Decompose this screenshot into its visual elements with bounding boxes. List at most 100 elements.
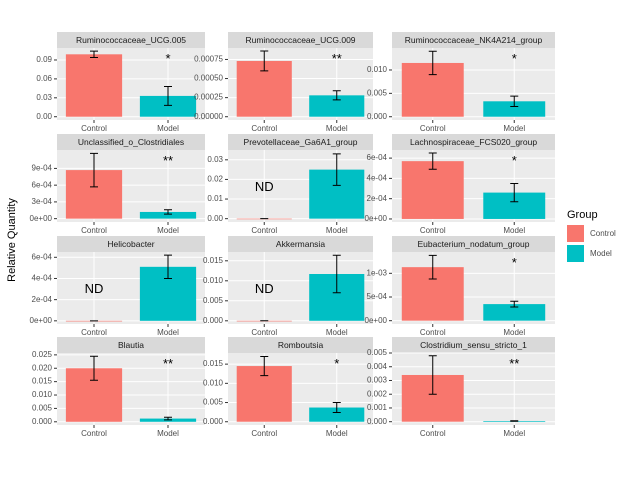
y-tick-label: 0.005	[367, 348, 388, 357]
legend-key	[567, 225, 584, 242]
strip-background	[57, 236, 205, 252]
error-bar	[164, 254, 172, 279]
legend-title: Group	[567, 209, 598, 221]
y-tick-label: 3e-04	[32, 197, 53, 206]
error-bar	[510, 95, 519, 107]
annotation: *	[165, 51, 170, 66]
y-tick-label: 6e-04	[32, 252, 53, 261]
y-tick-label: 0.010	[32, 390, 53, 399]
error-bar	[510, 420, 519, 422]
y-tick-label: 0.09	[36, 55, 52, 64]
strip-background	[392, 337, 555, 353]
x-tick-label: Model	[503, 226, 525, 235]
legend-label: Model	[590, 249, 612, 258]
y-tick-label: 0.005	[367, 88, 388, 97]
strip-background	[392, 236, 555, 252]
y-tick-label: 0e+00	[365, 316, 388, 325]
strip-background	[57, 134, 205, 150]
annotation: *	[512, 51, 517, 66]
panel-title: Unclassified_o_Clostridiales	[78, 137, 184, 147]
error-bar	[510, 182, 519, 203]
x-tick-label: Control	[420, 226, 446, 235]
y-tick-label: 5e-04	[367, 292, 388, 301]
y-tick-label: 0.000	[367, 112, 388, 121]
bar	[483, 304, 546, 321]
x-tick-label: Control	[420, 124, 446, 133]
panel-title: Akkermansia	[276, 239, 325, 249]
error-bar	[90, 152, 98, 188]
error-bar	[164, 416, 172, 421]
panel-title: Ruminococcaceae_NK4A214_group	[405, 35, 543, 45]
x-tick-label: Control	[251, 226, 277, 235]
x-tick-label: Model	[326, 226, 348, 235]
y-tick-label: 4e-04	[32, 274, 53, 283]
x-tick-label: Model	[157, 328, 179, 337]
y-tick-label: 0.000	[203, 417, 224, 426]
x-tick-label: Control	[420, 328, 446, 337]
error-bar	[90, 355, 98, 381]
x-tick-label: Control	[420, 429, 446, 438]
y-tick-label: 0.015	[32, 377, 53, 386]
y-tick-label: 0.01	[207, 194, 223, 203]
error-bar	[164, 85, 172, 106]
y-tick-label: 0.000	[32, 417, 53, 426]
x-tick-label: Model	[157, 429, 179, 438]
annotation: **	[332, 51, 342, 66]
x-tick-label: Control	[81, 124, 107, 133]
error-bar	[332, 90, 341, 101]
y-tick-label: 0.002	[367, 389, 388, 398]
y-tick-label: 9e-04	[32, 164, 53, 173]
y-tick-label: 0.00075	[194, 55, 223, 64]
panel-title: Lachnospiraceae_FCS020_group	[410, 137, 537, 147]
error-bar	[332, 402, 341, 414]
y-tick-label: 0.000	[203, 316, 224, 325]
y-tick-label: 0.00050	[194, 74, 223, 83]
y-tick-label: 0.00	[36, 112, 52, 121]
strip-background	[57, 337, 205, 353]
y-tick-label: 0.03	[36, 93, 52, 102]
y-tick-label: 2e-04	[367, 194, 388, 203]
x-tick-label: Model	[326, 429, 348, 438]
y-tick-label: 0.001	[367, 403, 388, 412]
panel-title: Ruminococcaceae_UCG.005	[76, 35, 186, 45]
bar	[401, 161, 464, 219]
error-bar	[428, 254, 437, 280]
annotation: *	[334, 356, 339, 371]
y-tick-label: 0.06	[36, 74, 52, 83]
x-tick-label: Control	[251, 429, 277, 438]
annotation: *	[512, 153, 517, 168]
x-tick-label: Control	[81, 328, 107, 337]
x-tick-label: Model	[503, 429, 525, 438]
y-tick-label: 0.02	[207, 175, 223, 184]
panel-title: Helicobacter	[107, 239, 154, 249]
strip-background	[392, 134, 555, 150]
y-tick-label: 4e-04	[367, 174, 388, 183]
panel-title: Prevotellaceae_Ga6A1_group	[244, 137, 358, 147]
strip-background	[57, 32, 205, 48]
bar	[65, 54, 123, 117]
error-bar	[428, 152, 437, 170]
bar	[139, 95, 197, 117]
y-tick-label: 0.004	[367, 362, 388, 371]
y-tick-label: 0.010	[367, 65, 388, 74]
y-tick-label: 0.00025	[194, 93, 223, 102]
error-bar	[332, 153, 341, 186]
x-tick-label: Control	[251, 124, 277, 133]
x-tick-label: Model	[326, 328, 348, 337]
error-bar	[260, 355, 269, 377]
x-tick-label: Model	[326, 124, 348, 133]
error-bar	[260, 50, 269, 72]
legend-key	[567, 245, 584, 262]
panel-title: Ruminococcaceae_UCG.009	[245, 35, 355, 45]
bar	[139, 211, 197, 219]
y-tick-label: 0.025	[32, 350, 53, 359]
y-tick-label: 6e-04	[32, 180, 53, 189]
annotation: ND	[85, 281, 104, 296]
x-tick-label: Control	[81, 226, 107, 235]
x-tick-label: Control	[81, 429, 107, 438]
y-tick-label: 2e-04	[32, 295, 53, 304]
y-axis-label: Relative Quantity	[6, 198, 18, 282]
y-tick-label: 0.005	[203, 398, 224, 407]
annotation: *	[512, 255, 517, 270]
y-tick-label: 0.020	[32, 363, 53, 372]
